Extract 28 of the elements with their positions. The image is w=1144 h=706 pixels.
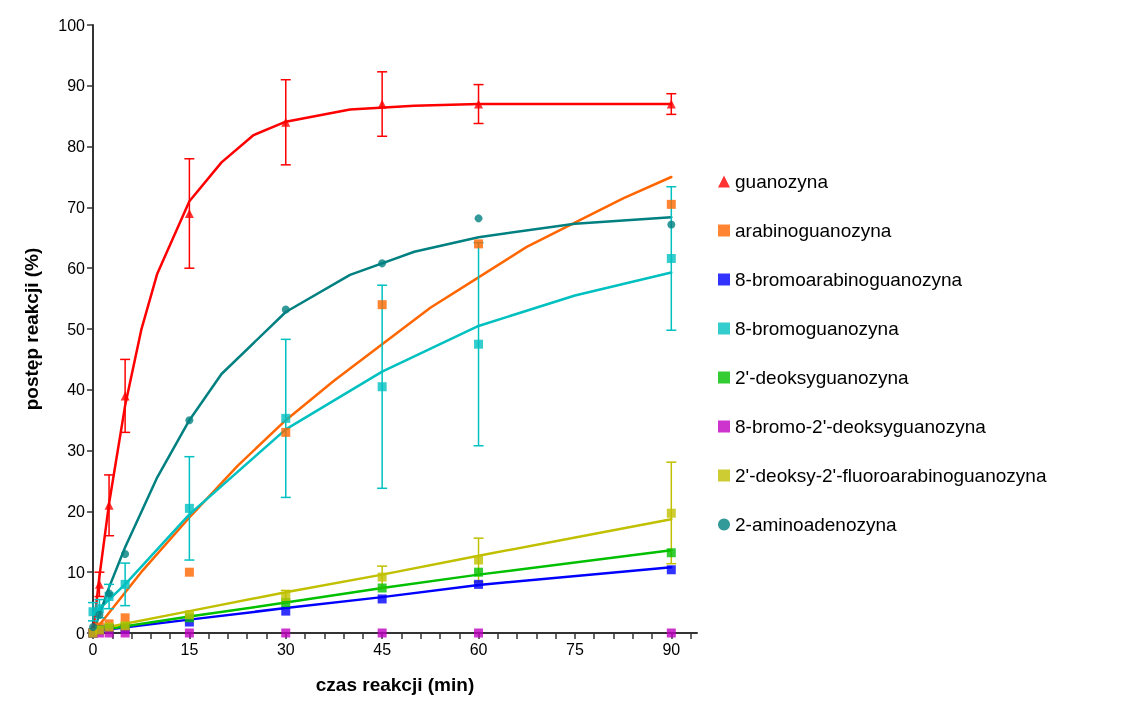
y-tick-label: 100	[58, 16, 86, 34]
y-tick-label: 80	[67, 138, 86, 156]
legend-label: 2-aminoadenozyna	[735, 514, 898, 535]
legend-label: 2'-deoksyguanozyna	[735, 367, 910, 388]
y-tick-label: 20	[67, 502, 86, 520]
x-tick-label: 45	[373, 640, 392, 658]
x-tick-label: 75	[566, 640, 584, 658]
x-tick-label: 15	[180, 640, 199, 658]
x-tick-label: 30	[276, 640, 295, 658]
x-tick-label: 60	[469, 640, 488, 658]
x-axis-title: czas reakcji (min)	[315, 674, 475, 695]
y-tick-label: 10	[67, 563, 86, 581]
y-tick-label: 70	[67, 198, 86, 216]
y-tick-label: 40	[67, 381, 86, 399]
x-tick-label: 90	[662, 640, 681, 658]
legend-label: 8-bromo-2'-deoksyguanozyna	[735, 416, 987, 437]
y-tick-label: 0	[76, 624, 86, 642]
y-tick-label: 50	[67, 320, 86, 338]
x-tick-label: 0	[88, 640, 98, 658]
legend-label: 8-bromoguanozyna	[735, 318, 900, 339]
legend-label: 2'-deoksy-2'-fluoroarabinoguanozyna	[735, 465, 1047, 486]
y-axis-title: postęp reakcji (%)	[21, 247, 42, 411]
y-tick-label: 90	[67, 77, 86, 95]
y-tick-label: 30	[67, 442, 86, 460]
legend-label: guanozyna	[735, 171, 829, 192]
y-tick-label: 60	[67, 259, 86, 277]
legend-label: 8-bromoarabinoguanozyna	[735, 269, 963, 290]
legend-label: arabinoguanozyna	[735, 220, 892, 241]
